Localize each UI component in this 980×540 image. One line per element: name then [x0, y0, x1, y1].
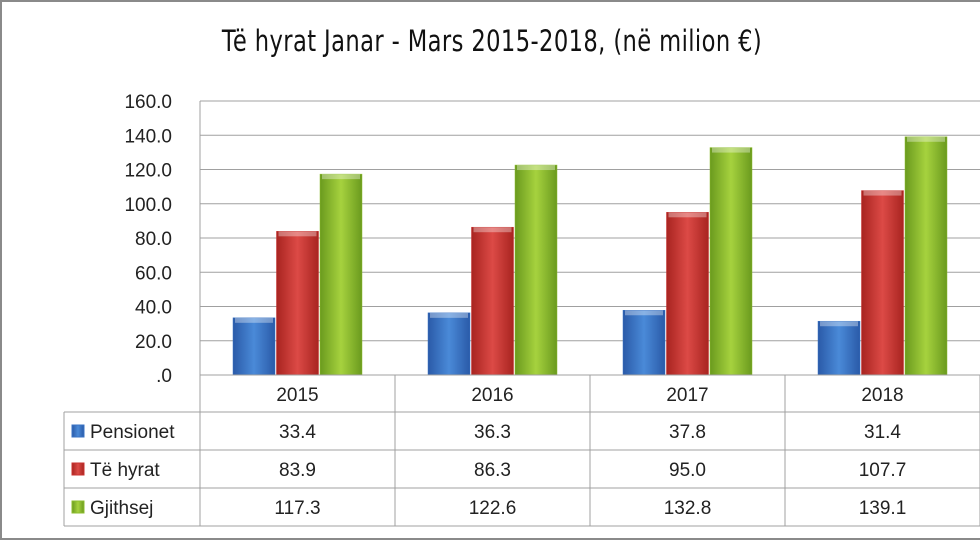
bar-pensionet-2016 — [427, 312, 471, 376]
data-table-value: 36.3 — [474, 422, 511, 443]
bar-bevel — [863, 190, 902, 196]
bar-gjithsej-2015 — [319, 173, 363, 376]
bar-të-hyrat-2018 — [861, 190, 904, 376]
y-tick-label: 140.0 — [124, 126, 172, 147]
data-table-value: 31.4 — [864, 422, 901, 443]
legend-label: Gjithsej — [90, 498, 153, 519]
x-tick-label: 2015 — [276, 385, 318, 406]
data-table-value: 95.0 — [669, 460, 706, 481]
bar-gjithsej-2016 — [514, 164, 558, 376]
bar-bevel — [430, 312, 468, 318]
bar-bevel — [625, 310, 663, 316]
bar-bevel — [712, 147, 750, 153]
bar-pensionet-2017 — [622, 310, 666, 376]
bar-pensionet-2015 — [232, 317, 276, 376]
legend-swatch-1 — [71, 462, 85, 476]
x-tick-label: 2017 — [666, 385, 708, 406]
bar-të-hyrat-2016 — [471, 226, 514, 376]
bar-gjithsej-2018 — [904, 136, 948, 376]
bar-bevel — [278, 231, 317, 237]
legend-swatch-2 — [71, 500, 85, 514]
data-table-value: 132.8 — [664, 498, 712, 519]
data-table-value: 139.1 — [859, 498, 907, 519]
chart-title: Të hyrat Janar - Mars 2015-2018, (në mil… — [221, 24, 763, 58]
y-tick-label: 60.0 — [135, 263, 172, 284]
bar-të-hyrat-2015 — [276, 231, 319, 376]
y-tick-label: 80.0 — [135, 229, 172, 250]
y-tick-label: 20.0 — [135, 332, 172, 353]
bar-bevel — [473, 227, 512, 233]
legend-swatch-0 — [71, 424, 85, 438]
bar-bevel — [820, 321, 858, 327]
bar-bevel — [235, 317, 273, 323]
data-table-value: 33.4 — [279, 422, 316, 443]
bar-bevel — [517, 165, 555, 171]
bar-bevel — [322, 174, 360, 180]
data-table-value: 83.9 — [279, 460, 316, 481]
bar-bevel — [668, 212, 707, 218]
y-tick-label: 100.0 — [124, 195, 172, 216]
data-table-value: 117.3 — [274, 498, 320, 519]
data-table-value: 107.7 — [859, 460, 907, 481]
y-tick-label: .0 — [156, 366, 172, 387]
data-table-value: 86.3 — [474, 460, 511, 481]
bar-të-hyrat-2017 — [666, 212, 709, 376]
y-tick-label: 160.0 — [124, 92, 172, 113]
x-tick-label: 2016 — [471, 385, 513, 406]
legend-label: Të hyrat — [90, 460, 160, 481]
legend-label: Pensionet — [90, 422, 175, 443]
bar-gjithsej-2017 — [709, 147, 753, 376]
bar-pensionet-2018 — [817, 320, 861, 376]
y-tick-label: 40.0 — [135, 298, 172, 319]
data-table-value: 122.6 — [469, 498, 517, 519]
data-table-value: 37.8 — [669, 422, 706, 443]
x-tick-label: 2018 — [861, 385, 903, 406]
y-tick-label: 120.0 — [124, 161, 172, 182]
bar-bevel — [907, 136, 945, 142]
